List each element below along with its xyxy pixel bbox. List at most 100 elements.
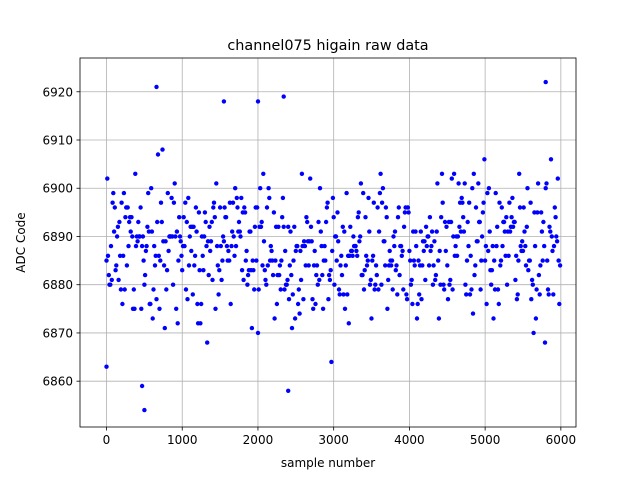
- data-point: [362, 268, 367, 273]
- data-point: [320, 306, 326, 311]
- data-point: [399, 253, 404, 258]
- data-point: [417, 292, 422, 297]
- data-point: [432, 239, 437, 244]
- data-point: [434, 229, 439, 234]
- data-point: [557, 301, 562, 307]
- data-point: [180, 268, 185, 273]
- data-point: [317, 186, 323, 191]
- data-point: [504, 282, 510, 287]
- data-point: [414, 243, 419, 249]
- x-tick-label: 4000: [394, 433, 425, 447]
- data-point: [373, 263, 379, 268]
- data-point: [141, 258, 146, 263]
- data-point: [313, 301, 318, 307]
- data-point: [551, 243, 557, 249]
- data-point: [350, 253, 355, 258]
- data-point: [166, 248, 171, 254]
- data-point: [499, 205, 504, 210]
- data-point: [155, 152, 161, 157]
- data-point: [126, 243, 131, 249]
- data-point: [323, 258, 328, 263]
- data-point: [475, 239, 480, 244]
- data-point: [480, 210, 486, 215]
- data-point: [478, 287, 483, 292]
- data-point: [394, 263, 399, 268]
- data-point: [158, 200, 164, 205]
- data-point: [522, 229, 527, 234]
- y-axis-ticks: 6860 6870 6880 6890 6900 6910 6920: [42, 85, 80, 389]
- data-point: [209, 219, 214, 225]
- data-point: [258, 224, 264, 229]
- data-point: [199, 301, 204, 307]
- data-point: [412, 263, 417, 268]
- data-point: [236, 219, 242, 225]
- data-point: [216, 292, 221, 297]
- data-point: [325, 200, 330, 205]
- x-tick-label: 6000: [546, 433, 577, 447]
- data-point: [514, 253, 519, 258]
- data-point: [468, 253, 473, 258]
- data-point: [272, 316, 277, 321]
- data-point: [514, 297, 520, 302]
- data-point: [556, 258, 561, 263]
- data-point: [264, 205, 270, 210]
- data-point: [498, 263, 503, 268]
- data-point: [291, 258, 296, 263]
- data-point: [230, 200, 236, 205]
- data-point: [183, 287, 189, 292]
- y-tick-label: 6920: [42, 85, 73, 99]
- data-point: [490, 243, 495, 249]
- data-point: [183, 200, 188, 205]
- data-point: [174, 229, 180, 234]
- data-point: [524, 224, 529, 229]
- x-tick-label: 3000: [318, 433, 349, 447]
- data-point: [404, 292, 409, 297]
- data-point: [489, 282, 494, 287]
- data-point: [149, 229, 155, 234]
- data-point: [306, 263, 311, 268]
- data-point: [314, 272, 319, 278]
- data-point: [486, 248, 491, 254]
- data-point: [218, 243, 223, 249]
- data-point: [448, 219, 454, 225]
- data-point: [525, 186, 530, 191]
- data-point: [401, 224, 407, 229]
- data-point: [182, 243, 187, 249]
- data-point: [534, 287, 539, 292]
- y-tick-label: 6880: [42, 278, 73, 292]
- data-point: [327, 277, 333, 283]
- data-point: [454, 253, 460, 258]
- data-point: [476, 181, 481, 186]
- data-point: [363, 215, 368, 220]
- data-point: [132, 306, 137, 311]
- x-tick-label: 2000: [243, 433, 274, 447]
- data-point: [395, 292, 400, 297]
- data-point: [501, 219, 507, 225]
- data-point: [112, 205, 118, 210]
- data-point: [386, 277, 391, 283]
- data-point: [142, 272, 148, 278]
- data-point: [155, 219, 160, 225]
- data-point: [221, 239, 227, 244]
- data-point: [255, 205, 260, 210]
- data-point: [342, 229, 347, 234]
- data-point: [152, 263, 158, 268]
- data-point: [423, 224, 429, 229]
- data-point: [142, 407, 147, 413]
- data-point: [411, 258, 417, 263]
- data-point: [506, 253, 511, 258]
- data-point: [464, 292, 469, 297]
- data-point: [121, 190, 127, 196]
- data-point: [121, 253, 126, 258]
- data-point: [439, 171, 445, 176]
- data-point: [349, 248, 355, 254]
- data-point: [104, 364, 109, 369]
- data-point: [233, 243, 239, 249]
- data-point: [341, 292, 346, 297]
- data-point: [117, 253, 123, 258]
- data-point: [268, 243, 273, 249]
- data-point: [392, 243, 397, 249]
- data-point: [149, 186, 154, 191]
- data-point: [159, 219, 164, 225]
- data-point: [422, 239, 427, 244]
